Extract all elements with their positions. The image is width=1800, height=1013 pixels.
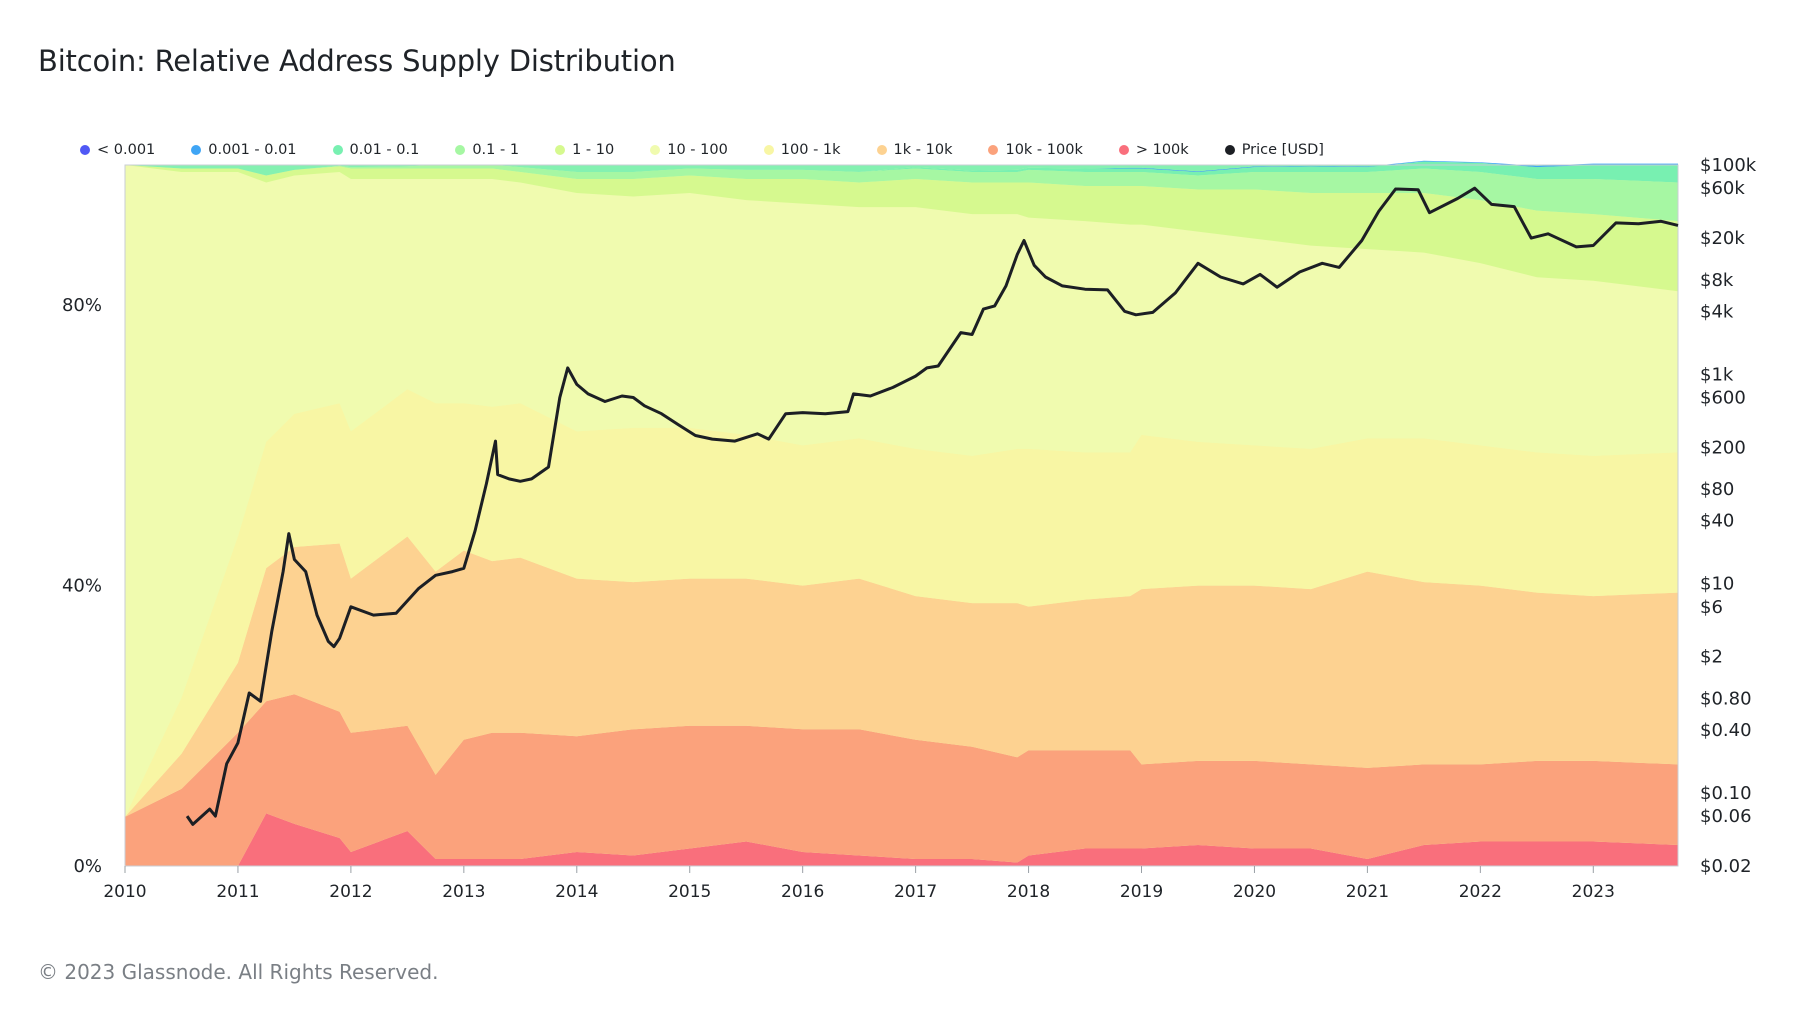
price-tick-label: $0.02: [1700, 856, 1752, 877]
legend-item[interactable]: 0.01 - 0.1: [332, 142, 420, 158]
x-tick-label: 2013: [442, 882, 485, 902]
legend-item[interactable]: 10 - 100: [650, 142, 728, 158]
price-tick-label: $6: [1700, 597, 1723, 618]
x-tick-label: 2022: [1459, 882, 1502, 902]
x-tick-label: 2023: [1572, 882, 1615, 902]
legend-swatch: [455, 145, 466, 155]
legend-label: 100 - 1k: [780, 142, 841, 158]
price-tick-label: $10: [1700, 574, 1734, 595]
legend-label: 10 - 100: [667, 142, 728, 158]
x-tick-label: 2021: [1346, 882, 1389, 902]
legend-swatch: [988, 145, 999, 155]
x-tick-label: 2014: [555, 882, 598, 902]
price-tick-label: $0.10: [1700, 783, 1752, 804]
legend-swatch: [1118, 145, 1129, 155]
price-tick-label: $8k: [1700, 270, 1734, 291]
copyright-footer: © 2023 Glassnode. All Rights Reserved.: [38, 960, 439, 984]
x-tick-label: 2016: [781, 882, 824, 902]
y-tick-label: 80%: [62, 295, 102, 316]
legend-label: 1k - 10k: [893, 142, 953, 158]
x-tick-label: 2011: [216, 882, 259, 902]
legend-item[interactable]: 0.001 - 0.01: [191, 142, 297, 158]
legend-label: Price [USD]: [1241, 142, 1324, 158]
x-tick-label: 2010: [103, 882, 146, 902]
price-tick-label: $600: [1700, 388, 1746, 409]
legend-item[interactable]: < 0.001: [80, 142, 155, 158]
legend-item[interactable]: 100 - 1k: [763, 142, 841, 158]
price-tick-label: $80: [1700, 479, 1734, 500]
area-series: [125, 536, 1678, 817]
legend-swatch: [80, 145, 90, 155]
legend-label: < 0.001: [97, 142, 156, 158]
legend-label: 0.001 - 0.01: [208, 142, 297, 158]
chart-title: Bitcoin: Relative Address Supply Distrib…: [38, 44, 676, 78]
area-series: [125, 389, 1678, 817]
legend-item[interactable]: 10k - 100k: [988, 142, 1083, 158]
legend-swatch: [332, 145, 343, 155]
legend-item[interactable]: > 100k: [1118, 142, 1189, 158]
legend-label: 10k - 100k: [1005, 142, 1083, 158]
area-series: [125, 165, 1678, 292]
price-tick-label: $0.40: [1700, 720, 1752, 741]
price-tick-label: $0.06: [1700, 806, 1752, 827]
area-series: [125, 165, 1678, 817]
x-tick-label: 2019: [1120, 882, 1163, 902]
legend-item[interactable]: 1 - 10: [555, 142, 614, 158]
legend-swatch: [191, 145, 202, 155]
legend-item[interactable]: 1k - 10k: [876, 142, 953, 158]
price-tick-label: $100k: [1700, 155, 1757, 176]
legend-label: > 100k: [1135, 142, 1189, 158]
y-tick-label: 40%: [62, 576, 102, 597]
legend-item[interactable]: 0.1 - 1: [455, 142, 519, 158]
x-tick-label: 2018: [1007, 882, 1050, 902]
price-tick-label: $20k: [1700, 228, 1745, 249]
legend-swatch: [876, 145, 887, 155]
legend-swatch: [555, 145, 566, 155]
x-tick-label: 2015: [668, 882, 711, 902]
legend-label: 0.1 - 1: [472, 142, 520, 158]
x-tick-label: 2012: [329, 882, 372, 902]
legend-swatch: [650, 145, 661, 155]
price-line: [185, 186, 1679, 826]
legend-label: 1 - 10: [572, 142, 615, 158]
price-tick-label: $0.80: [1700, 688, 1752, 709]
plot-border: [124, 164, 1679, 867]
x-tick-label: 2020: [1233, 882, 1276, 902]
legend-item[interactable]: Price [USD]: [1224, 142, 1324, 158]
legend-label: 0.01 - 0.1: [349, 142, 420, 158]
price-tick-label: $2: [1700, 647, 1723, 668]
price-tick-label: $40: [1700, 511, 1734, 532]
price-tick-label: $200: [1700, 437, 1746, 458]
x-tick-label: 2017: [894, 882, 937, 902]
area-series: [125, 165, 1678, 176]
price-tick-label: $60k: [1700, 178, 1745, 199]
legend-swatch: [763, 145, 774, 155]
area-series: [125, 813, 1678, 866]
chart-legend: < 0.001 0.001 - 0.01 0.01 - 0.1 0.1 - 1 1 - …: [80, 142, 1360, 158]
area-series: [125, 161, 1678, 183]
legend-swatch: [1224, 145, 1235, 155]
area-series: [125, 165, 1678, 222]
y-tick-label: 0%: [73, 856, 102, 877]
area-series: [125, 694, 1678, 866]
price-tick-label: $1k: [1700, 364, 1734, 385]
price-tick-label: $4k: [1700, 301, 1734, 322]
